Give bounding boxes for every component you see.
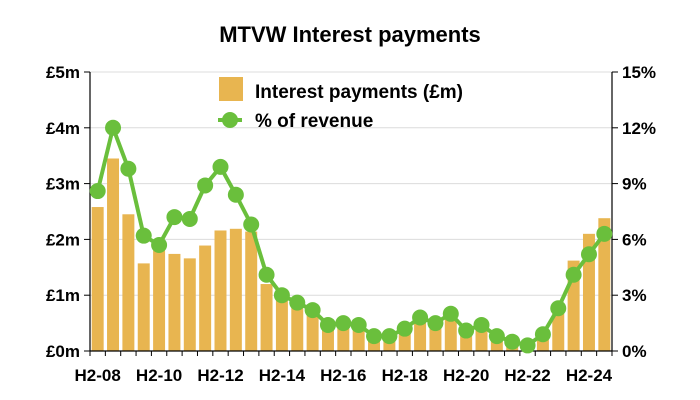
- right-axis-tick-label: 3%: [622, 286, 647, 305]
- revenue-percent-point: [197, 177, 214, 194]
- left-axis-tick-label: £5m: [46, 63, 80, 82]
- x-axis-tick-label: H2-16: [320, 366, 366, 385]
- interest-bar: [567, 260, 580, 351]
- revenue-percent-point: [105, 119, 122, 136]
- revenue-percent-point: [304, 302, 321, 319]
- interest-bar: [199, 245, 212, 351]
- interest-bar: [414, 316, 427, 351]
- right-axis-tick-label: 15%: [622, 63, 656, 82]
- interest-bar: [260, 284, 273, 351]
- axes: £0m 0% £1m 3% £2m 6% £3m 9% £4m 12% £5m 15% H2-08 H2-…: [46, 63, 656, 385]
- chart-title: MTVW Interest payments: [219, 22, 481, 47]
- revenue-percent-point: [350, 316, 367, 333]
- interest-bar: [137, 263, 150, 351]
- revenue-percent-point: [504, 333, 521, 350]
- interest-bar: [122, 214, 135, 351]
- interest-bar: [444, 314, 457, 351]
- left-axis-tick-label: £4m: [46, 119, 80, 138]
- right-axis-tick-label: 0%: [622, 342, 647, 361]
- x-axis-tick-label: H2-08: [75, 366, 121, 385]
- x-axis-tick-label: H2-14: [259, 366, 306, 385]
- revenue-percent-point: [534, 326, 551, 343]
- revenue-percent-point: [412, 309, 429, 326]
- revenue-percent-point: [89, 183, 106, 200]
- revenue-percent-point: [135, 227, 152, 244]
- interest-bar: [91, 207, 104, 351]
- x-axis-tick-label: H2-18: [382, 366, 428, 385]
- revenue-percent-point: [366, 328, 383, 345]
- interest-bar: [475, 323, 488, 351]
- left-axis-tick-label: £3m: [46, 175, 80, 194]
- interest-bar: [429, 323, 442, 351]
- interest-bar: [460, 330, 473, 351]
- revenue-percent-line: [89, 119, 613, 354]
- interest-bar: [183, 258, 196, 351]
- legend-line-label: % of revenue: [255, 111, 373, 132]
- interest-bar: [552, 305, 565, 351]
- left-axis-tick-label: £0m: [46, 342, 80, 361]
- interest-bar: [275, 295, 288, 351]
- revenue-percent-point: [212, 158, 229, 175]
- left-axis-tick-label: £2m: [46, 230, 80, 249]
- legend-line-marker: [222, 112, 238, 128]
- x-axis-tick-label: H2-12: [197, 366, 243, 385]
- gridlines: [90, 71, 612, 296]
- interest-bar: [168, 253, 181, 351]
- revenue-percent-point: [258, 266, 275, 283]
- revenue-percent-point: [120, 160, 137, 177]
- interest-bar: [352, 321, 365, 351]
- revenue-percent-point: [565, 266, 582, 283]
- revenue-percent-point: [289, 294, 306, 311]
- interest-bar: [321, 325, 334, 351]
- right-axis-tick-label: 12%: [622, 119, 656, 138]
- revenue-percent-point: [427, 315, 444, 332]
- x-axis-tick-label: H2-20: [443, 366, 489, 385]
- x-axis-tick-label: H2-24: [566, 366, 613, 385]
- revenue-percent-point: [151, 236, 168, 253]
- legend-bar-swatch: [219, 77, 243, 101]
- revenue-percent-point: [580, 246, 597, 263]
- legend-bar-label: Interest payments (£m): [255, 82, 463, 103]
- x-axis-tick-label: H2-22: [504, 366, 550, 385]
- interest-bar: [306, 309, 319, 351]
- right-axis-tick-label: 9%: [622, 175, 647, 194]
- revenue-percent-point: [181, 210, 198, 227]
- interest-bar: [598, 218, 611, 351]
- interest-bar: [398, 328, 411, 351]
- interest-bar: [291, 303, 304, 351]
- revenue-percent-point: [473, 316, 490, 333]
- revenue-percent-point: [227, 186, 244, 203]
- revenue-percent-point: [273, 287, 290, 304]
- interest-bar: [107, 158, 120, 351]
- interest-bar: [536, 336, 549, 351]
- revenue-percent-point: [166, 209, 183, 226]
- revenue-percent-point: [596, 225, 613, 242]
- revenue-percent-point: [442, 305, 459, 322]
- interest-bar: [214, 230, 227, 351]
- interest-bar: [337, 321, 350, 351]
- x-axis-tick-label: H2-10: [136, 366, 182, 385]
- revenue-percent-point: [396, 320, 413, 337]
- revenue-percent-point: [319, 316, 336, 333]
- revenue-percent-point: [335, 315, 352, 332]
- revenue-percent-point: [519, 337, 536, 354]
- legend: Interest payments (£m) % of revenue: [218, 77, 463, 132]
- left-axis-tick-label: £1m: [46, 286, 80, 305]
- interest-bar: [245, 231, 258, 351]
- revenue-percent-point: [243, 216, 260, 233]
- revenue-percent-point: [550, 300, 567, 317]
- revenue-percent-point: [381, 328, 398, 345]
- right-axis-tick-label: 6%: [622, 230, 647, 249]
- revenue-percent-point: [458, 322, 475, 339]
- interest-bar: [153, 250, 166, 351]
- interest-bar: [229, 228, 242, 351]
- revenue-percent-point: [488, 328, 505, 345]
- interest-bar: [582, 233, 595, 351]
